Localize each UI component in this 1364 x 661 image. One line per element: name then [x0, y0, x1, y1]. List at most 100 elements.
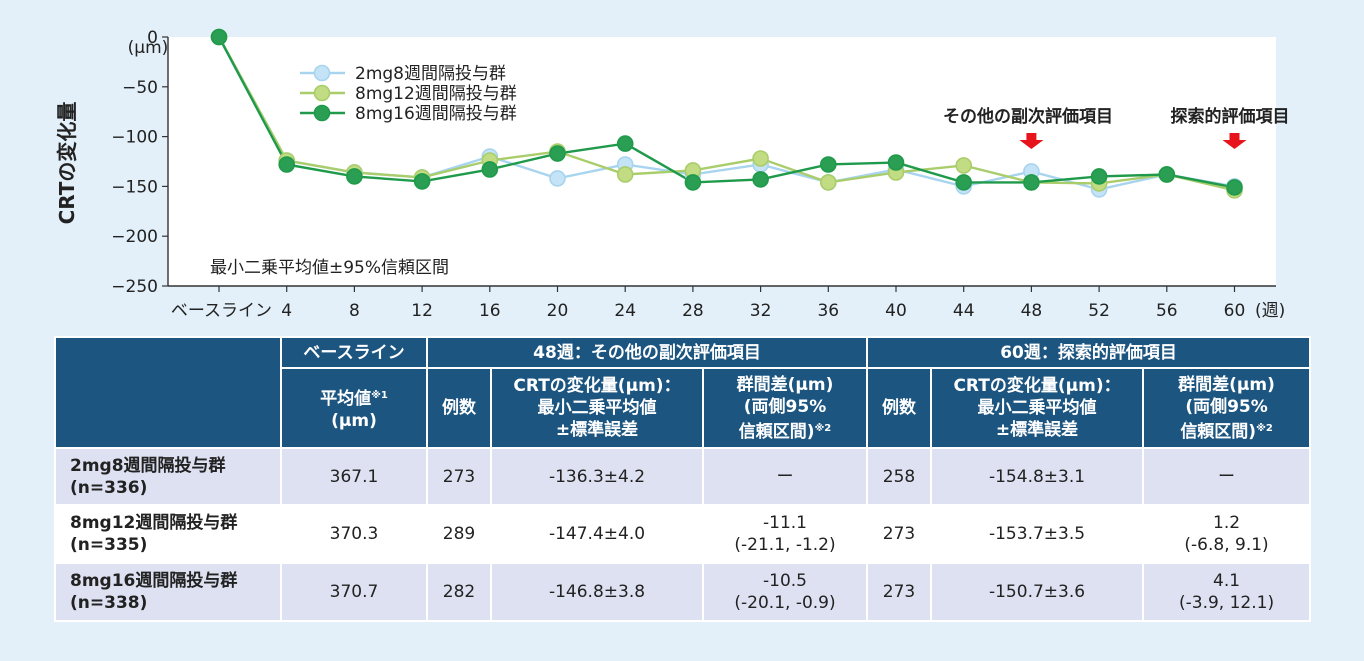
group-n: (n=338) [70, 593, 148, 613]
x-tick-label: 48 [1021, 301, 1043, 321]
ci-48: (-20.1, -0.9) [734, 593, 836, 613]
crt-label-1: CRTの変化量(μm)： [513, 376, 681, 396]
x-axis-suffix: (週) [1255, 301, 1285, 321]
diff-label-1: 群間差(μm) [1178, 374, 1275, 395]
data-point [616, 166, 634, 183]
group-name: 2mg8週間隔投与群 [70, 455, 226, 476]
data-point [684, 174, 702, 191]
crt-label-1: CRTの変化量(μm)： [953, 376, 1121, 396]
series-points [210, 28, 1243, 199]
n-60: 273 [866, 562, 933, 622]
endpoint-label: 探索的評価項目 [1171, 106, 1290, 127]
group-name: 8mg12週間隔投与群 [70, 513, 238, 533]
data-point [955, 174, 973, 191]
header-n-60: 例数 [866, 367, 933, 449]
legend-marker [313, 84, 331, 102]
y-tick-label: −50 [122, 78, 158, 98]
legend-label: 2mg8週間隔投与群 [355, 64, 506, 84]
header-week60: 60週：探索的評価項目 [866, 336, 1312, 369]
header-crt-48: CRTの変化量(μm)： 最小二乗平均値 ±標準誤差 [490, 367, 704, 449]
data-point [1226, 179, 1243, 196]
x-tick-label: ベースライン [171, 301, 272, 321]
x-tick-label: 4 [281, 301, 292, 321]
ci-60: (-3.9, 12.1) [1179, 593, 1275, 613]
table-row: 8mg12週間隔投与群 (n=335) 370.3 289 -147.4±4.0 … [54, 504, 1312, 564]
header-mean: 平均値※1 (μm) [280, 367, 428, 449]
diff-60-cell: 1.2 (-6.8, 9.1) [1142, 504, 1312, 564]
series-line [217, 36, 1235, 189]
diff-48: ー [776, 466, 794, 487]
data-point [887, 154, 905, 171]
group-cell: 2mg8週間隔投与群 (n=336) [54, 447, 282, 506]
crt-60: -153.7±3.5 [930, 504, 1145, 564]
crt-label-3: ±標準誤差 [555, 420, 639, 440]
ci-60: (-6.8, 9.1) [1184, 535, 1269, 555]
x-tick-label: 32 [750, 301, 772, 321]
diff-48-cell: -11.1 (-21.1, -1.2) [701, 504, 869, 564]
ci-annotation: 最小二乗平均値±95%信頼区間 [210, 258, 449, 278]
baseline-mean: 370.3 [280, 504, 428, 564]
table-row: 2mg8週間隔投与群 (n=336) 367.1 273 -136.3±4.2 ー… [54, 447, 1312, 506]
n-60: 258 [866, 447, 933, 506]
header-n-48: 例数 [426, 367, 492, 449]
header-baseline: ベースライン [280, 336, 428, 369]
red-arrow-icon [1019, 133, 1044, 149]
data-point [1158, 166, 1176, 183]
ci-48: (-21.1, -1.2) [734, 535, 836, 555]
diff-60: 4.1 [1213, 571, 1241, 591]
mean-footnote: ※1 [371, 389, 388, 401]
legend-marker [313, 104, 331, 122]
group-n: (n=336) [70, 477, 148, 498]
n-48: 289 [426, 504, 492, 564]
x-tick-label: 24 [614, 301, 636, 321]
y-tick-label: 0 [147, 28, 158, 48]
header-crt-60: CRTの変化量(μm)： 最小二乗平均値 ±標準誤差 [930, 367, 1145, 449]
crt-results-table: ベースライン 48週：その他の副次評価項目 60週：探索的評価項目 平均値※1 … [54, 336, 1312, 622]
y-unit-label: (μm) [128, 38, 169, 58]
x-tick-label: 36 [817, 301, 839, 321]
diff-label-3: 信頼区間) [1180, 421, 1257, 442]
legend-marker [313, 64, 331, 82]
crt-60: -150.7±3.6 [930, 562, 1145, 622]
x-tick-label: 56 [1156, 301, 1178, 321]
n-60: 273 [866, 504, 933, 564]
x-tick-label: 52 [1088, 301, 1110, 321]
y-tick-label: −150 [111, 177, 158, 197]
crt-label-2: 最小二乗平均値 [537, 398, 657, 418]
endpoint-label: その他の副次評価項目 [943, 106, 1113, 127]
data-point [346, 168, 363, 185]
crt-60: -154.8±3.1 [930, 447, 1145, 506]
diff-label-2: (両側95% [1185, 396, 1268, 417]
red-arrow-icon [1222, 133, 1247, 149]
diff-60: ー [1218, 466, 1236, 487]
y-tick-label: −200 [111, 227, 158, 247]
diff-60-cell: 4.1 (-3.9, 12.1) [1142, 562, 1312, 622]
x-tick-label: 16 [479, 301, 501, 321]
data-point [278, 156, 296, 173]
diff-60: 1.2 [1213, 513, 1241, 533]
data-point [819, 174, 837, 191]
x-tick-label: 44 [953, 301, 975, 321]
diff-label-2: (両側95% [743, 396, 827, 417]
diff-label-3: 信頼区間) [738, 421, 815, 442]
header-diff-60: 群間差(μm) (両側95% 信頼区間)※2 [1142, 367, 1312, 449]
x-tick-label: 40 [885, 301, 907, 321]
legend-label: 8mg16週間隔投与群 [355, 104, 517, 124]
crt-48: -136.3±4.2 [490, 447, 704, 506]
group-n: (n=335) [70, 535, 148, 555]
y-tick-label: −250 [111, 277, 158, 297]
diff-60-cell: ー [1142, 447, 1312, 506]
crt-48: -147.4±4.0 [490, 504, 704, 564]
endpoint-markers: その他の副次評価項目 探索的評価項目 [943, 106, 1290, 149]
diff-48-cell: -10.5 (-20.1, -0.9) [701, 562, 869, 622]
diff-48-cell: ー [701, 447, 869, 506]
data-point [819, 156, 837, 173]
table-corner [54, 336, 282, 449]
table-row: 8mg16週間隔投与群 (n=338) 370.7 282 -146.8±3.8 … [54, 562, 1312, 622]
x-tick-label: 20 [547, 301, 569, 321]
diff-footnote: ※2 [814, 422, 832, 434]
data-point [413, 173, 431, 190]
baseline-mean: 367.1 [280, 447, 428, 506]
